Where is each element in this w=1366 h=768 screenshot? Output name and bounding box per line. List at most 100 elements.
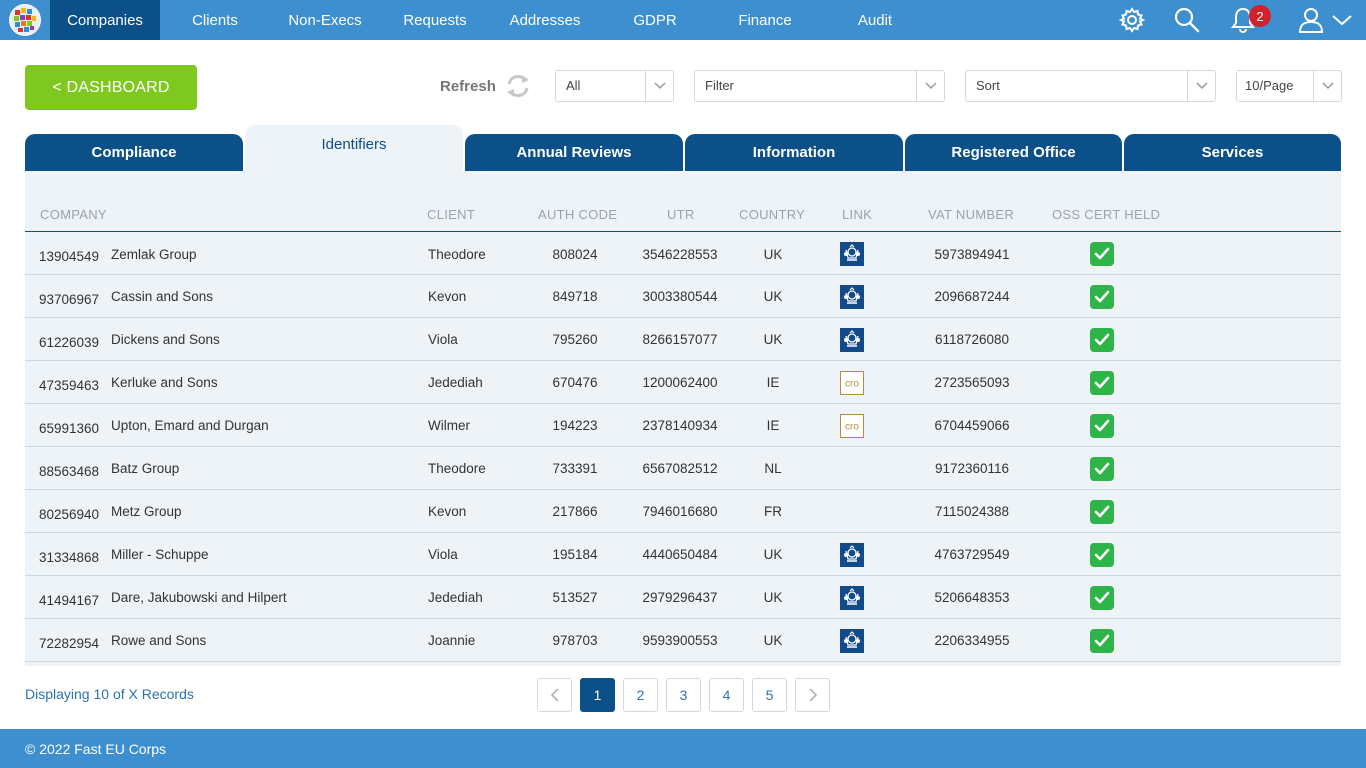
- settings-button[interactable]: [1117, 0, 1147, 40]
- page-button-2[interactable]: 2: [623, 678, 658, 712]
- nav-non-execs[interactable]: Non-Execs: [270, 0, 380, 40]
- tab-services[interactable]: Services: [1124, 134, 1341, 171]
- company-name[interactable]: Rowe and Sons: [111, 633, 207, 648]
- page-button-3[interactable]: 3: [666, 678, 701, 712]
- header-oss-cert-held[interactable]: OSS CERT HELD: [1052, 207, 1161, 222]
- header-link[interactable]: LINK: [842, 207, 873, 222]
- next-page-button[interactable]: [795, 678, 830, 712]
- tab-identifiers[interactable]: Identifiers: [245, 125, 463, 171]
- uk-crest-icon[interactable]: [840, 285, 864, 309]
- uk-crest-icon[interactable]: [840, 328, 864, 352]
- nav-finance[interactable]: Finance: [710, 0, 820, 40]
- client-name[interactable]: Jedediah: [428, 590, 483, 605]
- all-select[interactable]: All: [555, 70, 674, 102]
- tab-compliance[interactable]: Compliance: [25, 134, 243, 171]
- nav-label: Companies: [67, 11, 143, 29]
- table-row[interactable]: 31334868 Miller - Schuppe Viola 195184 44406…: [25, 533, 1341, 576]
- header-company[interactable]: COMPANY: [40, 207, 107, 222]
- country: UK: [763, 547, 783, 562]
- header-vat-number[interactable]: VAT NUMBER: [928, 207, 1015, 222]
- user-menu-button[interactable]: [1297, 0, 1353, 40]
- uk-crest-icon[interactable]: [840, 629, 864, 653]
- nav-clients[interactable]: Clients: [160, 0, 270, 40]
- table-row[interactable]: 88563468 Batz Group Theodore 733391 65670825…: [25, 447, 1341, 490]
- client-name[interactable]: Kevon: [428, 504, 467, 519]
- company-name[interactable]: Cassin and Sons: [111, 289, 214, 304]
- company-name[interactable]: Miller - Schuppe: [111, 547, 209, 562]
- company-name[interactable]: Dickens and Sons: [111, 332, 220, 347]
- check-icon: [1090, 328, 1114, 352]
- bell-icon: [1231, 7, 1255, 34]
- dashboard-button[interactable]: < DASHBOARD: [25, 65, 197, 110]
- table-row[interactable]: 93706967 Cassin and Sons Kevon 849718 300338…: [25, 275, 1341, 318]
- header-country[interactable]: COUNTRY: [739, 207, 806, 222]
- client-name[interactable]: Theodore: [428, 247, 486, 262]
- country: UK: [763, 332, 783, 347]
- vat-number: 4763729549: [934, 547, 1010, 562]
- company-name[interactable]: Upton, Emard and Durgan: [111, 418, 269, 433]
- auth-code: 513527: [552, 590, 598, 605]
- cro-icon[interactable]: cro: [840, 371, 864, 395]
- utr: 4440650484: [642, 547, 718, 562]
- nav-audit[interactable]: Audit: [820, 0, 930, 40]
- table-row[interactable]: 80256940 Metz Group Kevon 217866 7946016680 F…: [25, 490, 1341, 533]
- cro-icon[interactable]: cro: [840, 414, 864, 438]
- table-row[interactable]: 41494167 Dare, Jakubowski and Hilpert Jede…: [25, 576, 1341, 619]
- prev-page-button[interactable]: [537, 678, 572, 712]
- page-button-4[interactable]: 4: [709, 678, 744, 712]
- auth-code: 849718: [552, 289, 598, 304]
- table-row[interactable]: 61226039 Dickens and Sons Viola 795260 82661…: [25, 318, 1341, 361]
- client-name[interactable]: Kevon: [428, 289, 467, 304]
- uk-crest-icon[interactable]: [840, 242, 864, 266]
- sort-select-value: Sort: [976, 78, 1000, 93]
- logo[interactable]: [0, 0, 50, 40]
- tab-information[interactable]: Information: [685, 134, 903, 171]
- page-button-1[interactable]: 1: [580, 678, 615, 712]
- client-name[interactable]: Joannie: [428, 633, 476, 648]
- client-name[interactable]: Viola: [428, 332, 458, 347]
- tab-registered-office[interactable]: Registered Office: [905, 134, 1122, 171]
- auth-code: 808024: [552, 247, 598, 262]
- search-button[interactable]: [1172, 0, 1202, 40]
- refresh-icon: [506, 75, 529, 97]
- auth-code: 733391: [552, 461, 598, 476]
- nav-requests[interactable]: Requests: [380, 0, 490, 40]
- globe-logo-icon: [9, 4, 41, 36]
- company-name[interactable]: Dare, Jakubowski and Hilpert: [111, 590, 287, 605]
- auth-code: 194223: [552, 418, 598, 433]
- notifications-button[interactable]: [1228, 0, 1258, 40]
- header-auth-code[interactable]: AUTH CODE: [538, 207, 618, 222]
- company-name[interactable]: Batz Group: [111, 461, 180, 476]
- per-page-select-value: 10/Page: [1245, 78, 1294, 93]
- table-row[interactable]: 65991360 Upton, Emard and Durgan Wilmer 194…: [25, 404, 1341, 447]
- tab-annual-reviews[interactable]: Annual Reviews: [465, 134, 683, 171]
- table-row[interactable]: 72282954 Rowe and Sons Joannie 978703 959390…: [25, 619, 1341, 662]
- client-name[interactable]: Viola: [428, 547, 458, 562]
- table-row[interactable]: 47359463 Kerluke and Sons Jedediah 670476 12…: [25, 361, 1341, 404]
- nav-gdpr[interactable]: GDPR: [600, 0, 710, 40]
- nav-companies[interactable]: Companies: [50, 0, 160, 40]
- auth-code: 195184: [552, 547, 598, 562]
- auth-code: 795260: [552, 332, 598, 347]
- client-name[interactable]: Jedediah: [428, 375, 483, 390]
- uk-crest-icon[interactable]: [840, 586, 864, 610]
- filter-select[interactable]: Filter: [694, 70, 945, 102]
- company-name[interactable]: Zemlak Group: [111, 247, 197, 262]
- header-client[interactable]: CLIENT: [427, 207, 476, 222]
- sort-select[interactable]: Sort: [965, 70, 1216, 102]
- refresh-button[interactable]: Refresh: [440, 72, 532, 100]
- client-name[interactable]: Theodore: [428, 461, 486, 476]
- check-icon: [1090, 500, 1114, 524]
- uk-crest-icon[interactable]: [840, 543, 864, 567]
- company-name[interactable]: Metz Group: [111, 504, 182, 519]
- header-utr[interactable]: UTR: [667, 207, 695, 222]
- per-page-select[interactable]: 10/Page: [1236, 70, 1342, 102]
- nav-addresses[interactable]: Addresses: [490, 0, 600, 40]
- client-name[interactable]: Wilmer: [428, 418, 470, 433]
- page-button-5[interactable]: 5: [752, 678, 787, 712]
- check-icon: [1090, 414, 1114, 438]
- footer: © 2022 Fast EU Corps: [0, 729, 1366, 768]
- chevron-down-icon: [916, 71, 944, 101]
- table-row[interactable]: 13904549 Zemlak Group Theodore 808024 354622…: [25, 232, 1341, 275]
- company-name[interactable]: Kerluke and Sons: [111, 375, 218, 390]
